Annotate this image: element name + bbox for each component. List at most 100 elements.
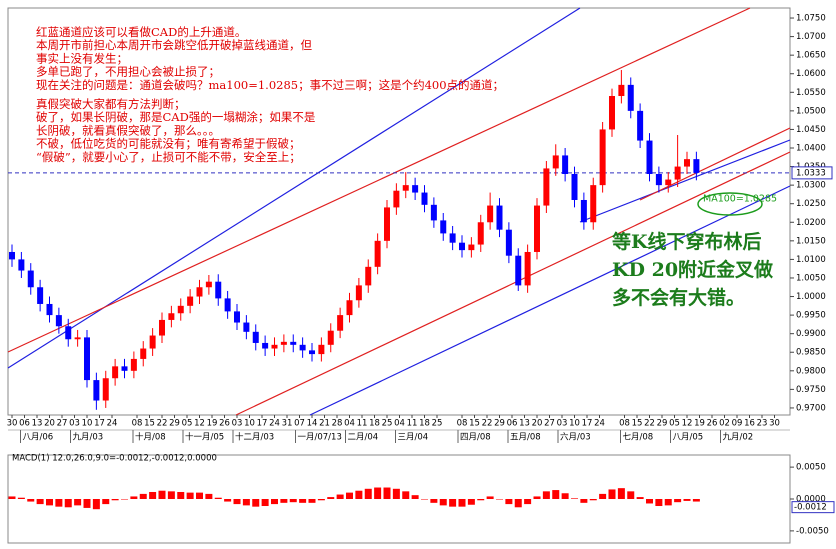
macd-bar — [299, 499, 307, 503]
candle-body — [27, 270, 34, 288]
candle-body — [262, 342, 269, 349]
candle-body — [205, 281, 212, 288]
x-tick-label: 15 — [632, 419, 643, 429]
candle-body — [571, 173, 578, 200]
candle-body — [459, 242, 465, 251]
candle-body — [365, 266, 372, 286]
macd-bar — [683, 499, 691, 501]
candle-body — [309, 350, 315, 355]
macd-bar — [252, 499, 260, 507]
candle-body — [252, 331, 259, 343]
y-tick-label: 1.0250 — [796, 199, 826, 209]
candle-body — [18, 259, 25, 271]
candle-body — [684, 159, 690, 167]
macd-bar — [364, 488, 372, 499]
candle-body — [243, 322, 250, 332]
candle-body — [177, 305, 184, 314]
candle-body — [421, 192, 428, 205]
month-label: 十一月/05 — [185, 432, 224, 443]
candle-body — [449, 233, 456, 243]
x-tick-label: 30 — [7, 419, 18, 429]
macd-bar — [130, 496, 138, 499]
x-tick-label: 14 — [307, 419, 318, 429]
x-tick-label: 21 — [319, 419, 330, 429]
macd-bar — [327, 497, 335, 499]
macd-bar — [289, 499, 297, 503]
macd-bar — [271, 499, 278, 505]
candle-body — [46, 303, 53, 316]
x-tick-label: 29 — [657, 419, 668, 429]
macd-bar — [599, 493, 607, 499]
macd-bar — [280, 499, 288, 503]
macd-bar — [205, 493, 213, 499]
y-tick-label: 0.9850 — [796, 348, 826, 358]
macd-bar — [496, 499, 503, 500]
x-tick-label: 27 — [544, 419, 555, 429]
candle-body — [412, 185, 419, 193]
x-tick-label: 19 — [207, 419, 218, 429]
macd-bar — [505, 499, 513, 505]
channel-line — [639, 127, 791, 201]
macd-bar — [608, 489, 616, 499]
y-tick-label: 1.0050 — [796, 273, 826, 283]
y-tick-label: 1.0650 — [796, 51, 826, 61]
note-line: 长阴破，就看真假突破了，那么。。。 — [36, 123, 220, 137]
x-tick-label: 16 — [744, 419, 755, 429]
candle-body — [149, 335, 156, 349]
candle-body — [187, 296, 194, 306]
x-tick-label: 17 — [257, 419, 268, 429]
x-tick-label: 29 — [169, 419, 180, 429]
month-label: 四月/08 — [460, 433, 491, 443]
macd-bar — [589, 499, 597, 501]
macd-bar — [121, 499, 128, 500]
last-value-box — [791, 501, 835, 514]
candle-body — [280, 341, 287, 345]
note-line: 红蓝通道应该可以看做CAD的上升通道。 — [36, 25, 246, 39]
x-tick-label: 02 — [719, 419, 730, 429]
note-line: 多单已跑了，不用担心会被止损了； — [36, 65, 220, 79]
macd-bar — [242, 499, 250, 506]
macd-bar — [64, 499, 72, 508]
candle-body — [646, 140, 653, 174]
candle-body — [693, 159, 700, 173]
macd-bar — [467, 499, 475, 505]
advice-line: 等K线下穿布林后 — [611, 230, 762, 253]
x-tick-label: 10 — [82, 419, 93, 429]
candle-body — [590, 185, 597, 223]
candle-body — [487, 205, 494, 223]
y-tick-label: 0.0050 — [796, 463, 826, 473]
macd-bar — [439, 499, 447, 506]
candle-body — [196, 287, 203, 297]
macd-bar — [571, 498, 578, 499]
candle-body — [524, 251, 531, 286]
macd-bar — [111, 499, 119, 501]
candle-body — [655, 173, 662, 186]
macd-bar — [46, 499, 53, 506]
x-tick-label: 31 — [282, 419, 293, 429]
candle-body — [609, 96, 615, 130]
macd-bar — [186, 492, 194, 499]
x-tick-label: 06 — [19, 419, 30, 429]
macd-bar — [533, 496, 541, 499]
macd-bar — [27, 499, 35, 502]
candle-body — [599, 129, 606, 186]
advice-line: 多不会有大错。 — [612, 286, 745, 309]
y-tick-label: 0.9800 — [796, 366, 826, 376]
candle-body — [55, 315, 62, 327]
y-tick-label: 1.0600 — [796, 69, 826, 79]
month-label: 七月/08 — [623, 433, 654, 443]
y-tick-label: 1.0750 — [796, 14, 826, 24]
month-label: 五月/08 — [510, 433, 541, 443]
x-tick-label: 04 — [394, 419, 405, 429]
macd-bar — [317, 499, 325, 501]
x-tick-label: 08 — [619, 419, 630, 429]
x-tick-label: 18 — [369, 419, 380, 429]
macd-bar — [561, 493, 569, 499]
x-tick-label: 08 — [457, 419, 468, 429]
last-price-box — [791, 166, 833, 180]
macd-bar — [214, 497, 222, 499]
candle-body — [580, 199, 587, 223]
macd-bar — [8, 496, 16, 499]
candle-body — [37, 287, 44, 304]
